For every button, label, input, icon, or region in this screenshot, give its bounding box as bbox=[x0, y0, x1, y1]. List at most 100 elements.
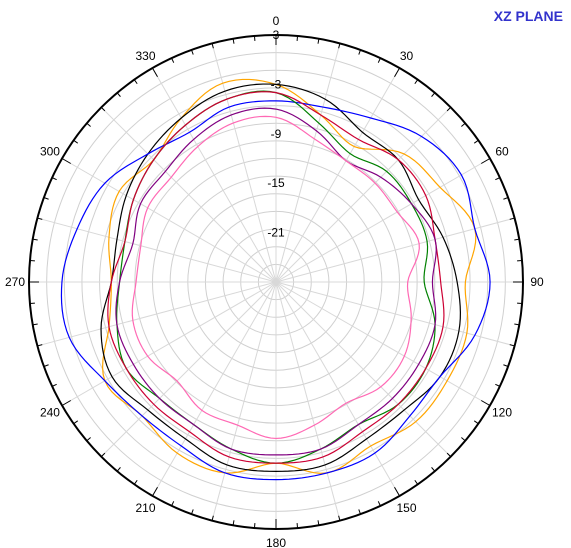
tick-labels: 0 30 60 90 120 150 180 210 240 270 300 330 3 -3 -9 -15 -… bbox=[5, 14, 544, 548]
angle-tick-label: 120 bbox=[492, 406, 512, 420]
angle-tick-mark bbox=[73, 139, 79, 144]
angle-tick-mark bbox=[211, 515, 214, 521]
angle-tick-mark bbox=[61, 400, 72, 406]
angle-tick-mark bbox=[377, 57, 381, 63]
angle-tick-mark bbox=[473, 420, 479, 425]
angle-tick-mark bbox=[358, 49, 361, 55]
angle-tick-label: 330 bbox=[135, 49, 155, 63]
angle-tick-mark bbox=[152, 67, 158, 78]
grid-spoke bbox=[275, 158, 491, 283]
angle-tick-mark bbox=[51, 383, 57, 387]
angle-tick-label: 150 bbox=[396, 501, 416, 515]
angle-tick-mark bbox=[232, 38, 235, 44]
radial-tick-label: -15 bbox=[267, 176, 285, 190]
grid-spoke bbox=[37, 217, 277, 283]
grid-spoke bbox=[275, 281, 491, 406]
angle-tick-mark bbox=[503, 364, 509, 367]
angle-tick-mark bbox=[191, 49, 194, 55]
series-line-5 bbox=[107, 91, 445, 464]
angle-tick-mark bbox=[414, 479, 419, 485]
grid-spoke bbox=[152, 281, 277, 497]
angle-tick-mark bbox=[116, 467, 121, 472]
angle-tick-mark bbox=[431, 92, 436, 97]
angle-tick-mark bbox=[377, 501, 381, 507]
angle-tick-mark bbox=[495, 177, 501, 181]
angle-tick-mark bbox=[317, 520, 320, 526]
angle-tick-mark bbox=[43, 364, 49, 367]
angle-tick-mark bbox=[100, 106, 106, 112]
grid-spoke bbox=[61, 281, 277, 406]
angle-tick-mark bbox=[133, 79, 138, 85]
angle-tick-label: 300 bbox=[40, 145, 60, 159]
angle-tick-label: 60 bbox=[495, 145, 509, 159]
angle-tick-mark bbox=[358, 509, 361, 515]
grid-spoke bbox=[152, 67, 277, 283]
grid-spoke bbox=[61, 158, 277, 283]
radial-tick-label: 3 bbox=[273, 28, 280, 42]
grid-spoke bbox=[275, 281, 515, 347]
grid-spoke bbox=[275, 281, 452, 458]
angle-tick-mark bbox=[37, 217, 43, 220]
grid-spoke bbox=[211, 281, 277, 521]
angle-tick-label: 270 bbox=[5, 275, 25, 289]
angle-tick-mark bbox=[73, 420, 79, 425]
angle-tick-mark bbox=[446, 106, 452, 112]
series-line-6 bbox=[115, 107, 437, 456]
angle-tick-label: 240 bbox=[40, 406, 60, 420]
angle-tick-mark bbox=[338, 43, 341, 49]
angle-tick-label: 90 bbox=[530, 275, 544, 289]
angle-tick-label: 0 bbox=[273, 14, 280, 28]
angle-tick-mark bbox=[86, 437, 91, 442]
angle-tick-mark bbox=[32, 238, 38, 241]
angle-tick-mark bbox=[338, 515, 341, 521]
angle-tick-label: 210 bbox=[135, 501, 155, 515]
angle-tick-mark bbox=[51, 177, 57, 181]
grid-spoke bbox=[275, 281, 341, 521]
angle-tick-mark bbox=[394, 486, 400, 497]
angle-tick-mark bbox=[171, 57, 175, 63]
angle-tick-mark bbox=[495, 383, 501, 387]
angle-tick-mark bbox=[509, 344, 515, 347]
angle-tick-mark bbox=[191, 509, 194, 515]
radial-tick-label: -9 bbox=[271, 127, 282, 141]
radial-tick-label: -3 bbox=[271, 77, 282, 91]
angle-tick-mark bbox=[43, 197, 49, 200]
angle-tick-mark bbox=[100, 452, 106, 458]
angle-tick-mark bbox=[152, 486, 158, 497]
angle-tick-mark bbox=[32, 323, 38, 326]
polar-grid bbox=[28, 34, 524, 530]
angle-tick-mark bbox=[232, 520, 235, 526]
angle-tick-mark bbox=[514, 323, 520, 326]
grid-spoke bbox=[100, 106, 277, 283]
series-line-2 bbox=[100, 83, 461, 472]
angle-tick-mark bbox=[61, 158, 72, 164]
grid-spoke bbox=[275, 281, 400, 497]
angle-tick-mark bbox=[37, 344, 43, 347]
grid-spoke bbox=[37, 281, 277, 347]
grid-spoke bbox=[275, 43, 341, 283]
angle-tick-mark bbox=[480, 158, 491, 164]
angle-tick-mark bbox=[431, 467, 436, 472]
grid-spoke bbox=[275, 67, 400, 283]
angle-tick-mark bbox=[211, 43, 214, 49]
grid-spoke bbox=[100, 281, 277, 458]
series-layer bbox=[60, 78, 491, 481]
angle-tick-mark bbox=[509, 217, 515, 220]
angle-tick-mark bbox=[480, 400, 491, 406]
angle-tick-mark bbox=[116, 92, 121, 97]
angle-tick-mark bbox=[86, 122, 91, 127]
angle-tick-mark bbox=[317, 38, 320, 44]
angle-tick-mark bbox=[473, 139, 479, 144]
series-line-3 bbox=[60, 100, 491, 481]
angle-tick-mark bbox=[446, 452, 452, 458]
angle-tick-mark bbox=[461, 122, 466, 127]
angle-tick-mark bbox=[414, 79, 419, 85]
angle-tick-label: 30 bbox=[400, 49, 414, 63]
chart-title: XZ PLANE bbox=[493, 8, 563, 24]
angle-tick-mark bbox=[461, 437, 466, 442]
angle-tick-mark bbox=[133, 479, 138, 485]
series-line-7 bbox=[131, 115, 420, 440]
radial-tick-label: -21 bbox=[267, 226, 285, 240]
angle-tick-mark bbox=[171, 501, 175, 507]
